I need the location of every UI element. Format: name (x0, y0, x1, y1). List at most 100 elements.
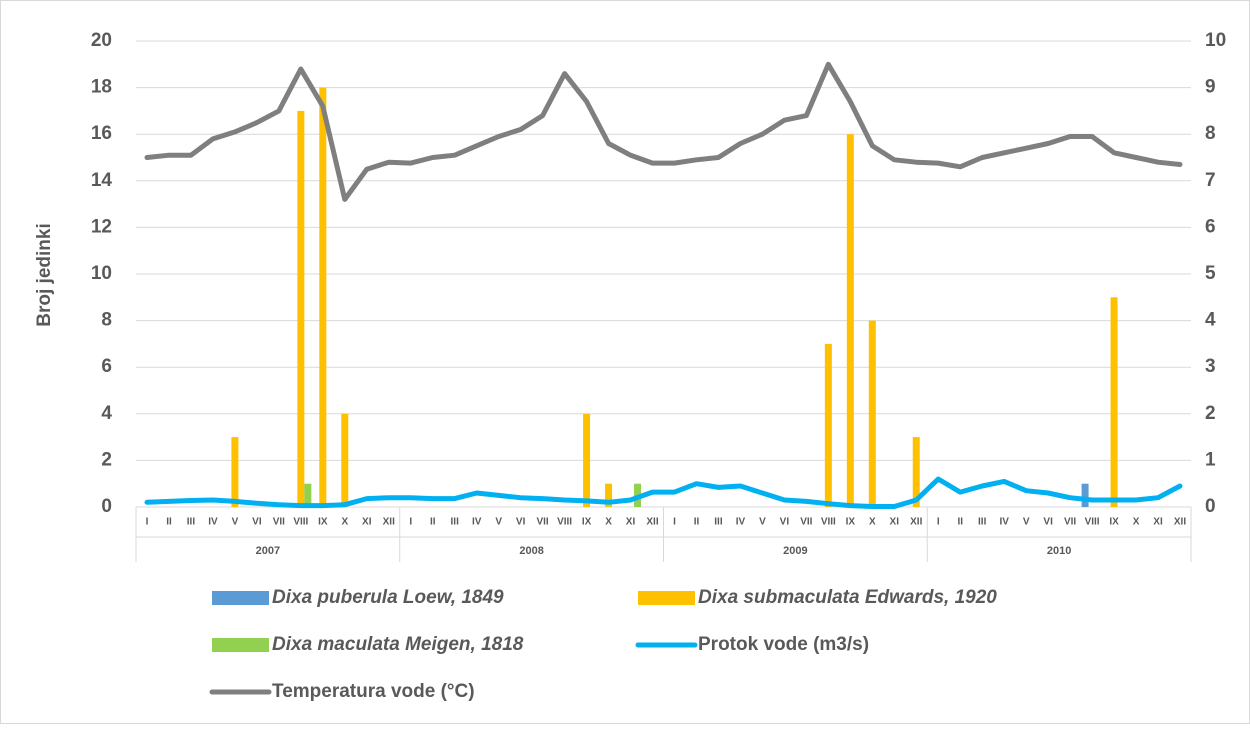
y-tick-label: 8 (101, 310, 112, 331)
legend-swatch (638, 591, 695, 605)
y2-tick-label: 0 (1205, 496, 1216, 517)
y-tick-label: 18 (91, 77, 112, 98)
x-tick-label: I (409, 517, 412, 528)
x-tick-label: IV (736, 517, 746, 528)
x-tick-label: IV (999, 517, 1009, 528)
legend-label: Dixa submaculata Edwards, 1920 (698, 587, 997, 608)
x-tick-label: II (430, 517, 436, 528)
group-label: 2009 (783, 545, 807, 557)
x-tick-label: V (1023, 517, 1030, 528)
group-label: 2007 (256, 545, 280, 557)
y-tick-label: 6 (101, 356, 112, 377)
x-tick-label: III (714, 517, 723, 528)
x-tick-label: II (166, 517, 172, 528)
x-tick-label: XII (383, 517, 395, 528)
group-label: 2008 (519, 545, 543, 557)
legend-label: Protok vode (m3/s) (698, 634, 869, 655)
x-tick-label: II (957, 517, 963, 528)
legend-label: Dixa maculata Meigen, 1818 (272, 634, 524, 655)
y2-tick-label: 3 (1205, 356, 1216, 377)
y-axis-label: Broj jedinki (34, 223, 55, 326)
bar (605, 483, 613, 507)
x-tick-label: IV (472, 517, 482, 528)
y-tick-label: 20 (91, 30, 112, 51)
x-tick-label: X (869, 517, 876, 528)
x-tick-label: XI (626, 517, 636, 528)
bar (846, 134, 854, 507)
x-tick-label: I (146, 517, 149, 528)
x-tick-label: VIII (1085, 517, 1100, 528)
bar (297, 110, 305, 508)
x-tick-label: IX (846, 517, 856, 528)
y2-tick-label: 5 (1205, 263, 1216, 284)
x-tick-label: XII (910, 517, 922, 528)
bar (868, 320, 876, 507)
y2-tick-label: 6 (1205, 216, 1216, 237)
x-tick-label: VII (1064, 517, 1076, 528)
x-tick-label: VIII (293, 517, 308, 528)
x-tick-label: VI (252, 517, 262, 528)
legend-swatch (212, 591, 269, 605)
x-tick-label: VIII (557, 517, 572, 528)
x-tick-label: XI (890, 517, 900, 528)
bar (1110, 297, 1118, 507)
x-tick-label: XII (1174, 517, 1186, 528)
x-tick-label: X (1133, 517, 1140, 528)
bar (319, 87, 327, 507)
bar (304, 483, 312, 507)
y-tick-label: 10 (91, 263, 112, 284)
bar (824, 343, 832, 507)
y-tick-label: 12 (91, 216, 112, 237)
x-tick-label: VII (800, 517, 812, 528)
line-series (144, 61, 1183, 202)
x-tick-label: VII (536, 517, 548, 528)
x-tick-label: I (673, 517, 676, 528)
y-tick-label: 16 (91, 123, 112, 144)
y2-tick-label: 2 (1205, 403, 1216, 424)
bar (231, 437, 239, 507)
x-tick-label: VI (516, 517, 526, 528)
y-tick-label: 0 (101, 496, 112, 517)
y2-tick-label: 9 (1205, 77, 1216, 98)
x-tick-label: IX (1109, 517, 1119, 528)
x-tick-label: II (694, 517, 700, 528)
group-label: 2010 (1047, 545, 1071, 557)
y-tick-label: 14 (91, 170, 113, 191)
legend-label: Dixa puberula Loew, 1849 (272, 587, 504, 608)
x-tick-label: V (232, 517, 239, 528)
line-series (144, 476, 1183, 509)
y2-tick-label: 7 (1205, 170, 1216, 191)
x-tick-label: III (978, 517, 987, 528)
x-tick-label: V (495, 517, 502, 528)
x-tick-label: IV (208, 517, 218, 528)
bar (583, 413, 591, 507)
x-tick-label: IX (582, 517, 592, 528)
x-tick-label: VIII (821, 517, 836, 528)
x-tick-label: X (605, 517, 612, 528)
x-tick-label: XI (1153, 517, 1163, 528)
y2-tick-label: 10 (1205, 30, 1226, 51)
bar (1081, 483, 1089, 507)
x-tick-label: III (187, 517, 196, 528)
x-tick-label: VII (273, 517, 285, 528)
x-tick-label: X (341, 517, 348, 528)
x-tick-label: I (937, 517, 940, 528)
x-tick-label: V (759, 517, 766, 528)
y2-tick-label: 1 (1205, 449, 1216, 470)
legend-label: Temperatura vode (°C) (272, 681, 475, 702)
legend-swatch (212, 638, 269, 652)
x-tick-label: XII (646, 517, 658, 528)
bar (341, 413, 349, 507)
bar (912, 437, 920, 507)
y-tick-label: 4 (101, 403, 112, 424)
y2-tick-label: 8 (1205, 123, 1216, 144)
y-tick-label: 2 (101, 449, 112, 470)
x-tick-label: III (451, 517, 460, 528)
x-tick-label: VI (1043, 517, 1053, 528)
y2-tick-label: 4 (1205, 310, 1216, 331)
x-tick-label: XI (362, 517, 372, 528)
x-tick-label: IX (318, 517, 328, 528)
